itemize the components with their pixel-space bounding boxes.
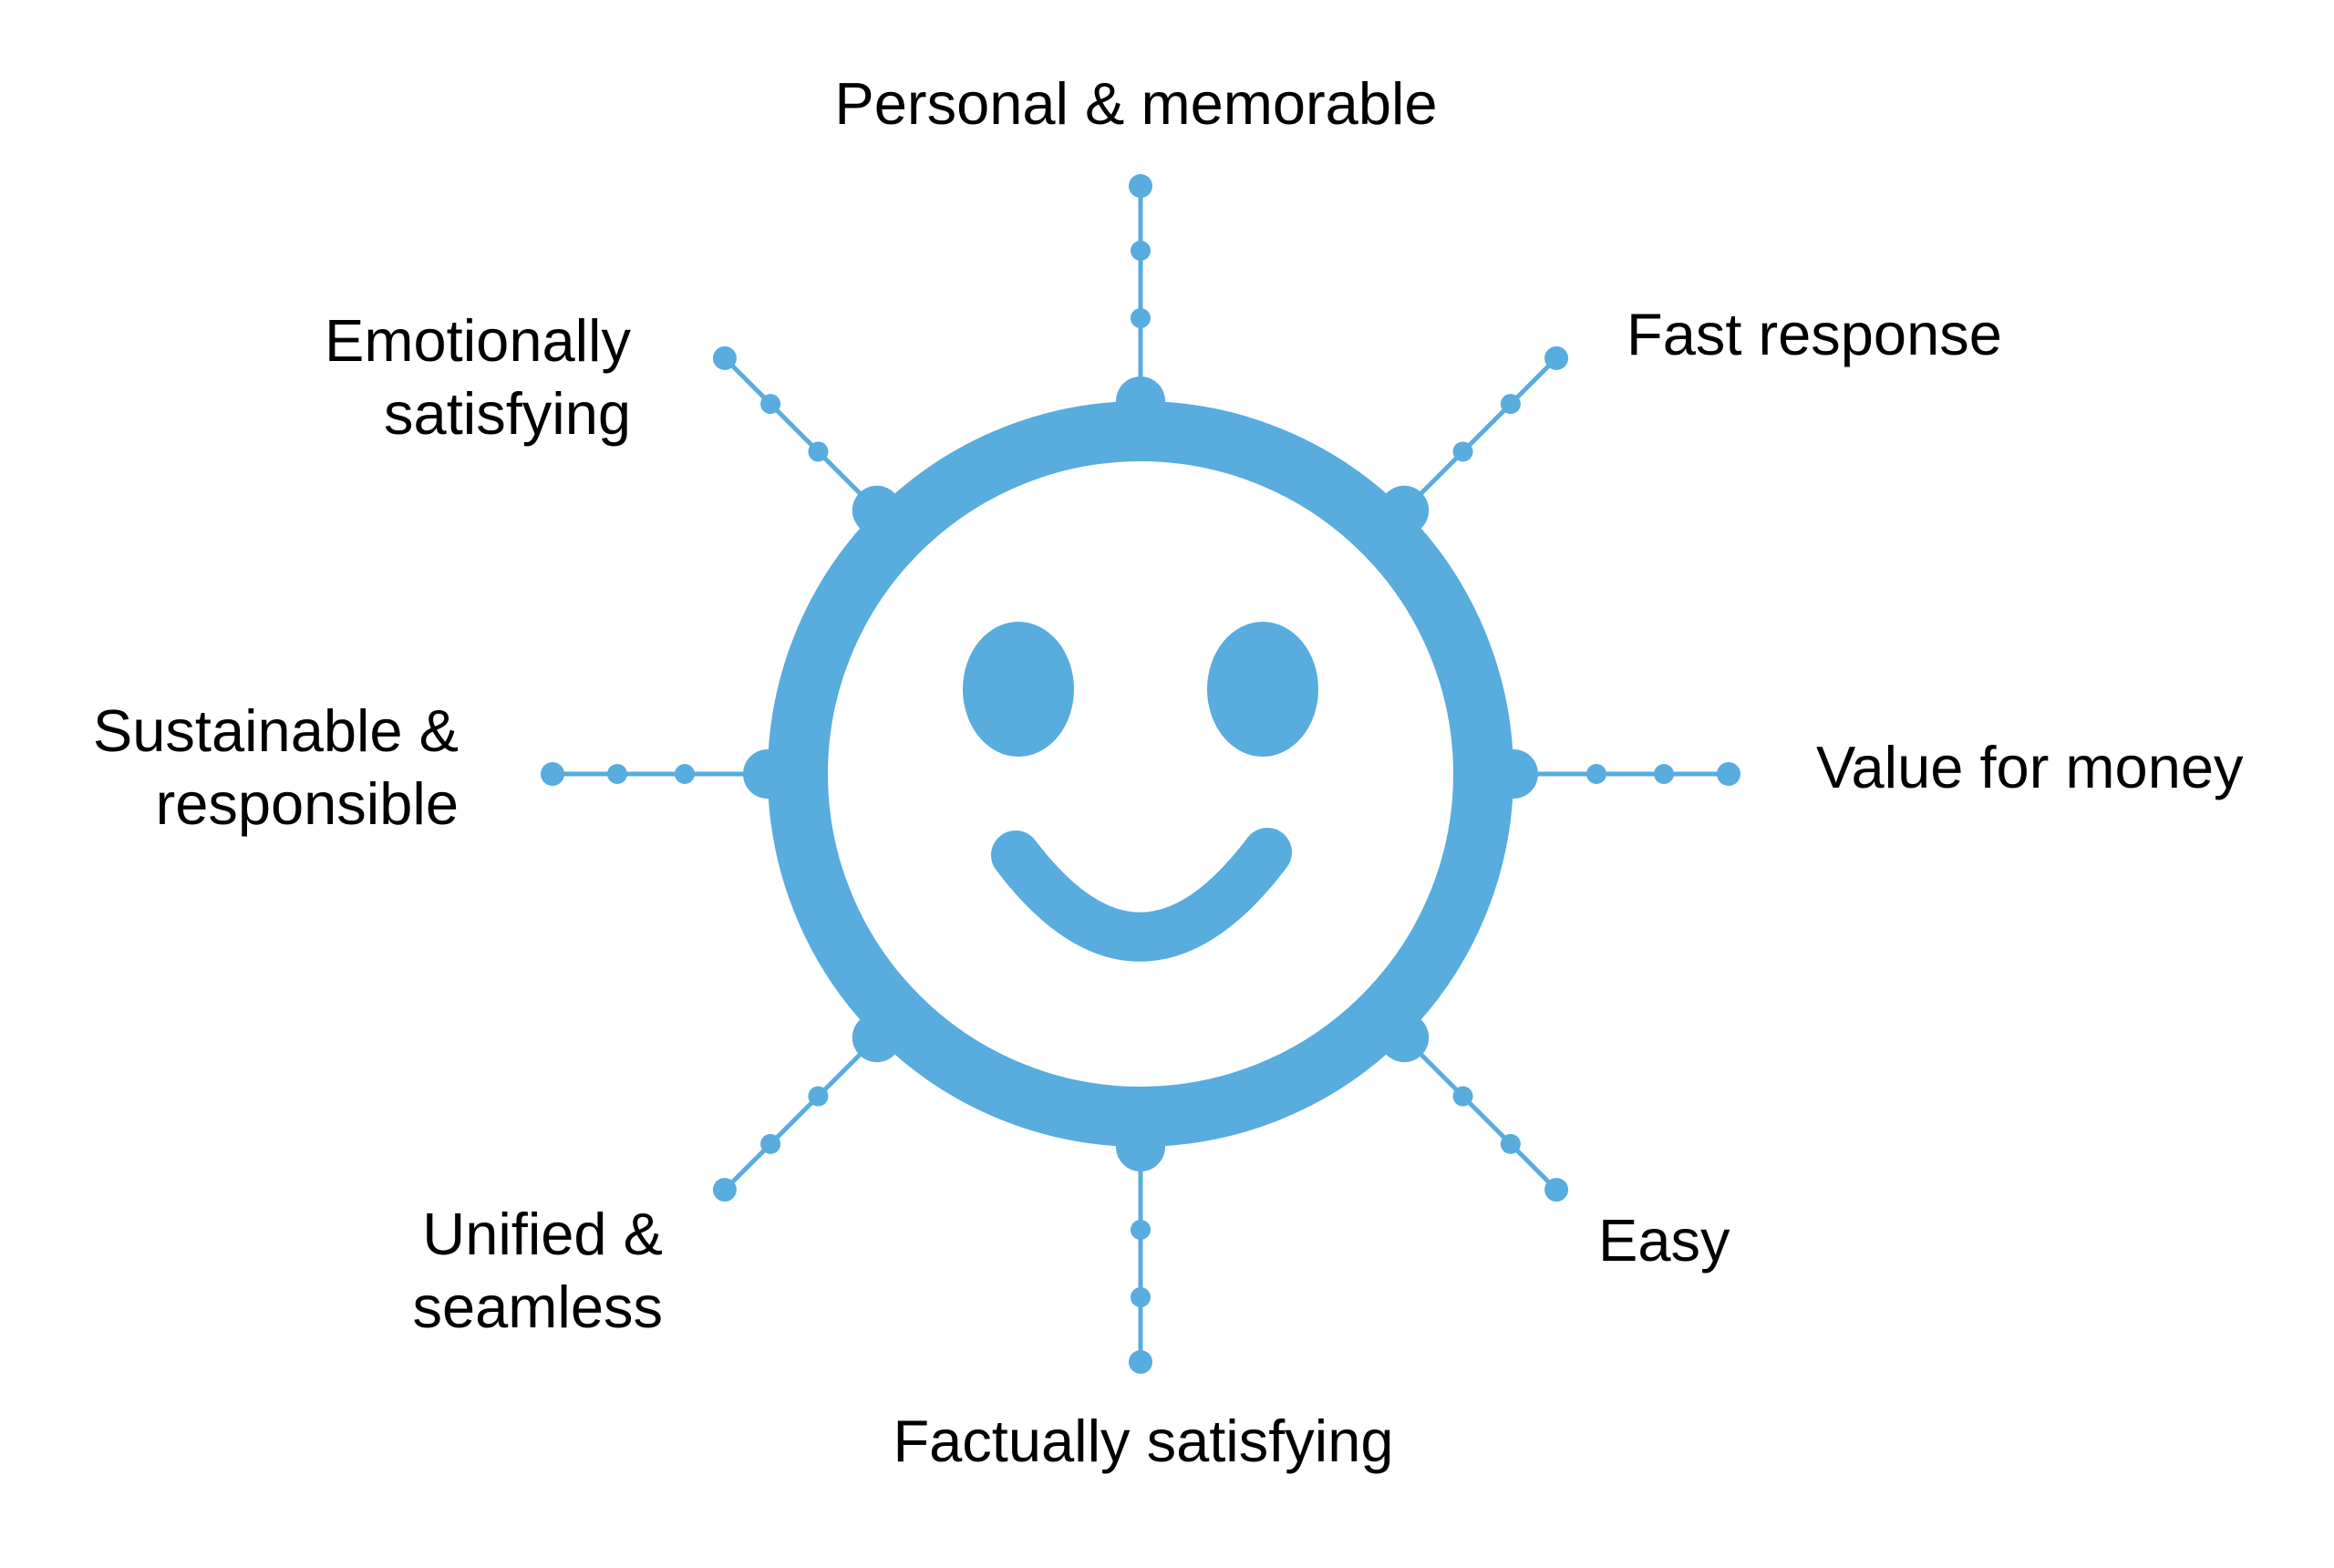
spoke-dot-2-top: [1131, 241, 1151, 261]
spoke-line-north-east: [1397, 356, 1558, 518]
spoke-end-dot-south-west: [712, 1178, 737, 1202]
spoke-dot-1-south: [1131, 1220, 1151, 1240]
spoke-dot-2-north-east: [1500, 394, 1521, 415]
spoke-dot-2-north-west: [760, 394, 781, 415]
spoke-dot-1-north-west: [808, 441, 829, 462]
spoke-dot-2-south-east: [1500, 1133, 1521, 1154]
spoke-end-dot-east: [1717, 762, 1740, 786]
spoke-end-dot-south: [1129, 1350, 1152, 1374]
spoke-end-dot-top: [1129, 174, 1152, 198]
spoke-end-dot-north-east: [1544, 346, 1569, 370]
label-emotionally-satisfying: Emotionally satisfying: [325, 307, 631, 447]
spoke-line-south-west: [723, 1030, 884, 1191]
spoke-dot-1-west: [675, 764, 695, 784]
spoke-dot-1-east: [1586, 764, 1606, 784]
spoke-line-north-west: [723, 356, 884, 518]
spoke-dot-2-east: [1654, 764, 1674, 784]
spoke-dot-2-west: [607, 764, 627, 784]
label-factually-satisfying: Factually satisfying: [893, 1408, 1394, 1474]
label-value-for-money: Value for money: [1816, 734, 2244, 800]
smiley-smile: [991, 828, 1292, 962]
label-unified-seamless: Unified & seamless: [412, 1201, 663, 1340]
label-personal-memorable: Personal & memorable: [834, 70, 1438, 137]
spoke-line-south-east: [1397, 1030, 1558, 1191]
spoke-end-dot-south-east: [1544, 1178, 1569, 1202]
spoke-end-dot-west: [541, 762, 564, 786]
spoke-dot-1-south-east: [1452, 1086, 1473, 1107]
smiley-face-ring: [768, 401, 1513, 1147]
spoke-dot-1-north-east: [1452, 441, 1473, 462]
label-fast-response: Fast response: [1627, 301, 2002, 367]
smiley-left-eye: [963, 622, 1074, 757]
spoke-dot-1-top: [1131, 308, 1151, 328]
spokes-group: [541, 174, 1740, 1374]
spoke-dot-2-south: [1131, 1287, 1151, 1307]
spoke-end-dot-north-west: [712, 346, 737, 370]
spoke-dot-1-south-west: [808, 1086, 829, 1107]
smiley-right-eye: [1207, 622, 1318, 757]
spoke-dot-2-south-west: [760, 1133, 781, 1154]
label-easy: Easy: [1598, 1207, 1730, 1274]
label-sustainable-responsible: Sustainable & responsible: [92, 697, 459, 837]
